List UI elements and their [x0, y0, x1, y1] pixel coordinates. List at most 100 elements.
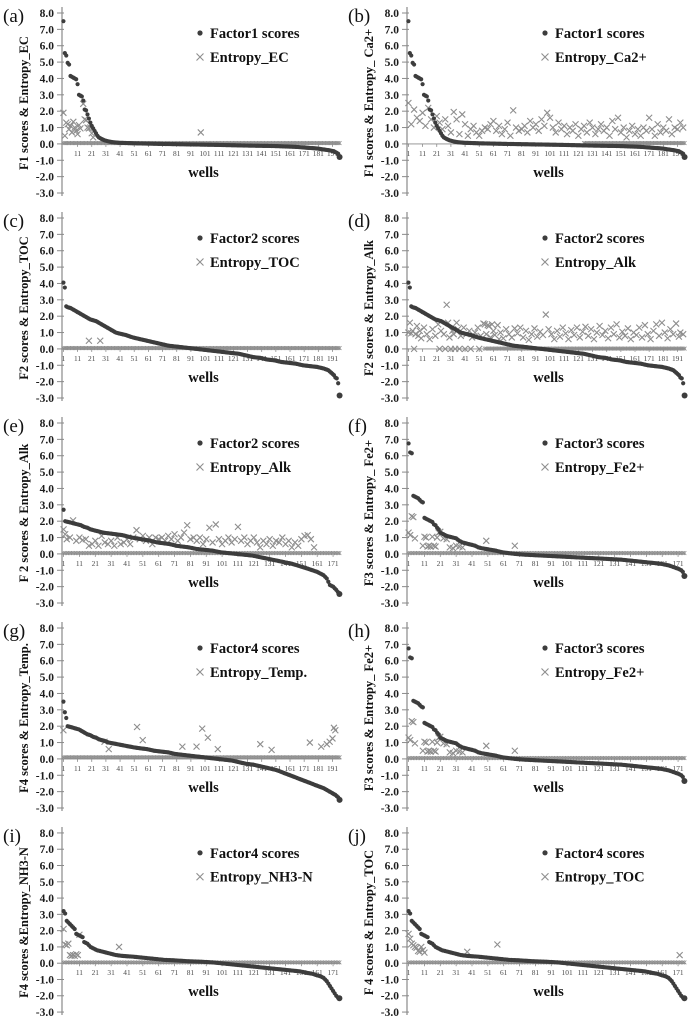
y-tick-label: 1.0 [385, 942, 400, 954]
entropy-x-marker [438, 960, 443, 965]
entropy-x-marker [560, 755, 565, 761]
y-tick-label: 0.0 [40, 754, 55, 766]
entropy-x-marker [193, 743, 200, 751]
entropy-x-marker [406, 960, 411, 965]
entropy-x-marker [432, 748, 439, 755]
y-tick-label: 7.0 [385, 434, 400, 446]
entropy-x-marker [593, 755, 598, 761]
entropy-x-marker [660, 550, 665, 556]
entropy-x-marker [330, 550, 336, 556]
entropy-x-marker [321, 550, 326, 556]
factor-dot-marker [420, 500, 425, 505]
entropy-x-marker [455, 755, 460, 761]
factor-dot-marker [64, 715, 69, 721]
entropy-x-marker [430, 550, 435, 556]
x-tick-label: 81 [173, 149, 181, 158]
entropy-x-marker [570, 331, 578, 339]
y-tick-label: 2.0 [40, 516, 55, 528]
entropy-x-marker [256, 543, 264, 551]
y-tick-label: 6.0 [385, 246, 400, 258]
entropy-x-marker [178, 550, 184, 556]
legend-factor-label: Factor2 scores [555, 231, 645, 247]
entropy-x-marker [436, 755, 441, 761]
entropy-x-marker [637, 132, 645, 140]
entropy-x-marker [625, 550, 630, 556]
entropy-x-marker [96, 960, 101, 965]
x-tick-label: 141 [625, 764, 636, 773]
entropy-x-marker [299, 550, 304, 556]
x-tick-label: 91 [203, 559, 211, 568]
entropy-x-marker [453, 550, 459, 556]
entropy-x-marker [335, 755, 341, 760]
factor-series [406, 646, 688, 784]
entropy-x-marker [431, 332, 439, 340]
entropy-x-marker [598, 755, 603, 761]
entropy-x-marker [411, 534, 419, 542]
y-tick-label: 3.0 [385, 909, 400, 921]
x-tick-label: 21 [437, 764, 445, 773]
factor-dot-marker [86, 116, 92, 121]
entropy-x-marker [276, 550, 282, 556]
entropy-x-marker [170, 550, 176, 556]
factor-dot-marker [436, 732, 441, 737]
entropy-x-marker [197, 550, 203, 556]
x-tick-label: 101 [199, 354, 210, 363]
legend-dot-icon [197, 235, 203, 241]
entropy-x-marker [656, 960, 662, 965]
entropy-x-marker [598, 960, 603, 965]
factor-dot-marker [336, 392, 343, 399]
entropy-x-marker [477, 755, 483, 761]
entropy-x-marker [613, 320, 620, 328]
y-tick-label: 3.0 [385, 705, 400, 717]
entropy-x-marker [196, 550, 201, 556]
entropy-x-marker [582, 323, 589, 331]
factor-dot-marker [417, 926, 422, 932]
x-tick-label: 21 [92, 968, 100, 977]
x-tick-label: 121 [593, 559, 604, 568]
x-tick-label: 1 [407, 968, 411, 977]
entropy-x-marker [463, 960, 468, 965]
entropy-x-marker [645, 114, 653, 122]
chart-canvas-e: -3.0 -2.0 -1.0 0.0 1.0 2.0 3.0 4.0 5.0 6.0 7.0 8.0 1… [3, 416, 343, 610]
entropy-x-marker [484, 125, 492, 133]
x-tick-label: 161 [312, 559, 323, 568]
entropy-x-marker [461, 345, 469, 353]
entropy-x-marker [587, 550, 592, 556]
entropy-x-marker [444, 550, 449, 556]
entropy-x-marker [61, 530, 69, 538]
entropy-x-marker [131, 960, 136, 965]
entropy-x-marker [680, 346, 686, 351]
x-tick-label: 121 [573, 149, 584, 158]
entropy-x-marker [474, 960, 479, 965]
entropy-x-marker [427, 755, 432, 761]
x-tick-label: 171 [299, 354, 310, 363]
entropy-x-marker [476, 755, 481, 761]
y-tick-label: 5.0 [40, 877, 55, 889]
entropy-x-marker [648, 550, 654, 556]
chart-canvas-c: -3.0 -2.0 -1.0 0.0 1.0 2.0 3.0 4.0 5.0 6.0 7.0 8.0 1… [3, 211, 343, 405]
entropy-x-marker [175, 550, 180, 556]
x-axis-title: wells [188, 165, 219, 181]
entropy-x-marker [172, 550, 177, 556]
subplot-c: -3.0 -2.0 -1.0 0.0 1.0 2.0 3.0 4.0 5.0 6.0 7.0 8.0 1… [0, 205, 345, 410]
entropy-x-marker [420, 550, 426, 556]
entropy-x-marker [107, 550, 112, 556]
entropy-x-marker [626, 550, 632, 556]
entropy-x-marker [430, 960, 435, 965]
factor-dot-marker [324, 576, 329, 581]
entropy-x-marker [413, 322, 421, 330]
entropy-x-marker [259, 960, 264, 965]
entropy-series [405, 301, 687, 353]
y-tick-label: 1.0 [40, 123, 55, 135]
factor-dot-marker [431, 116, 437, 121]
entropy-x-marker [406, 935, 414, 943]
entropy-x-marker [199, 550, 204, 556]
entropy-x-marker [621, 550, 627, 556]
legend-dot-icon [542, 645, 548, 651]
y-tick-label: 2.0 [40, 311, 55, 323]
entropy-x-marker [64, 550, 69, 556]
chart-canvas-h: -3.0 -2.0 -1.0 0.0 1.0 2.0 3.0 4.0 5.0 6.0 7.0 8.0 1… [348, 621, 688, 815]
entropy-x-marker [411, 739, 419, 747]
entropy-x-marker [110, 542, 118, 550]
